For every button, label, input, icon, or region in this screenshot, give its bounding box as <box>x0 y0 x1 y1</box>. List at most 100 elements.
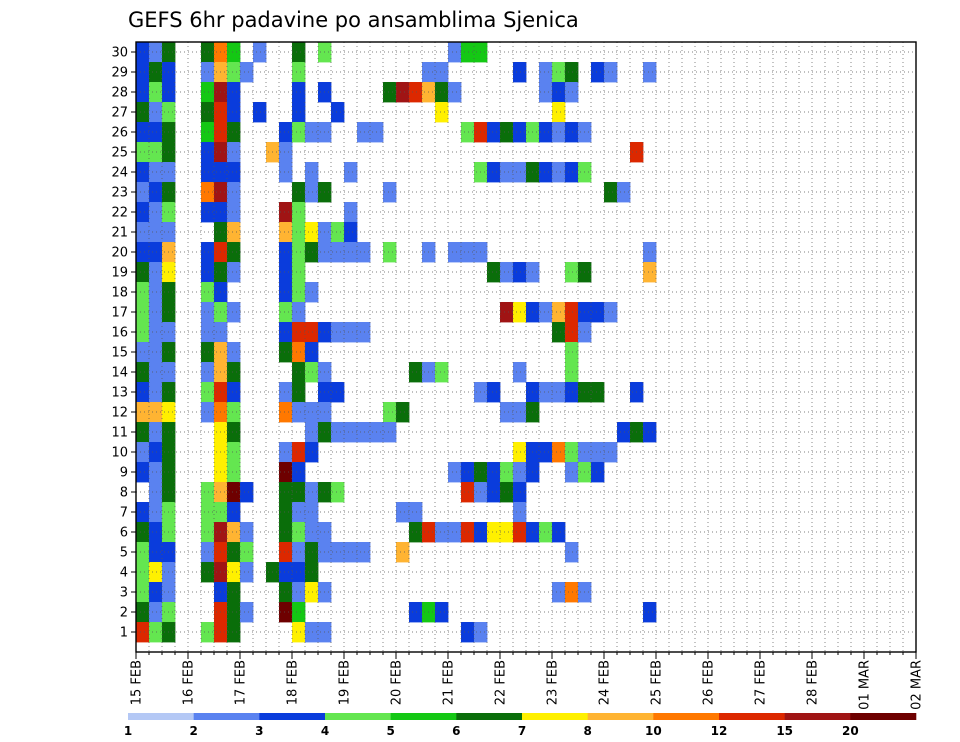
heatmap-cell <box>305 282 319 303</box>
heatmap-cell <box>201 142 215 163</box>
heatmap-cell <box>201 102 215 123</box>
heatmap-cell <box>539 302 553 323</box>
heatmap-cell <box>565 322 579 343</box>
heatmap-cell <box>279 522 293 543</box>
heatmap-cell <box>591 462 605 483</box>
heatmap-cell <box>461 482 475 503</box>
y-tick-label: 11 <box>111 426 128 441</box>
heatmap-cell <box>227 242 241 263</box>
heatmap-cell <box>565 122 579 143</box>
heatmap-cell <box>292 342 306 363</box>
heatmap-cell <box>149 142 163 163</box>
heatmap-cell <box>279 602 293 623</box>
heatmap-cell <box>565 462 579 483</box>
legend-label: 7 <box>518 724 526 738</box>
heatmap-cell <box>279 402 293 423</box>
heatmap-cell <box>201 122 215 143</box>
heatmap-cell <box>565 542 579 563</box>
legend-label: 6 <box>452 724 460 738</box>
heatmap-cell <box>409 82 423 103</box>
y-tick-label: 18 <box>111 286 128 301</box>
heatmap-cell <box>539 162 553 183</box>
heatmap-cell <box>513 162 527 183</box>
heatmap-cell <box>305 242 319 263</box>
heatmap-cell <box>435 522 449 543</box>
heatmap-cell <box>643 62 657 83</box>
y-tick-label: 7 <box>120 506 128 521</box>
y-tick-label: 29 <box>111 66 128 81</box>
heatmap-cell <box>292 42 306 63</box>
heatmap-cell <box>500 302 514 323</box>
y-tick-label: 17 <box>111 306 128 321</box>
heatmap-cell <box>552 442 566 463</box>
x-tick-label: 27 FEB <box>754 660 769 705</box>
heatmap-cell <box>279 222 293 243</box>
heatmap-cell <box>227 142 241 163</box>
y-tick-label: 20 <box>111 246 128 261</box>
heatmap-cell <box>435 102 449 123</box>
heatmap-cell <box>136 382 150 403</box>
x-tick-label: 02 MAR <box>910 660 925 710</box>
heatmap-cell <box>461 622 475 643</box>
heatmap-cell <box>513 122 527 143</box>
y-tick-label: 19 <box>111 266 128 281</box>
heatmap-cell <box>383 242 397 263</box>
heatmap-cell <box>409 522 423 543</box>
legend-swatch <box>850 713 917 720</box>
heatmap-cell <box>643 422 657 443</box>
heatmap-cell <box>487 262 501 283</box>
heatmap-cell <box>227 602 241 623</box>
heatmap-cell <box>461 522 475 543</box>
legend-label: 15 <box>776 724 793 738</box>
heatmap-cell <box>279 262 293 283</box>
heatmap-cell <box>149 462 163 483</box>
heatmap-cell <box>240 522 254 543</box>
heatmap-cell <box>643 242 657 263</box>
heatmap-cell <box>500 462 514 483</box>
legend-label: 4 <box>321 724 329 738</box>
heatmap-cell <box>136 82 150 103</box>
heatmap-cell <box>136 622 150 643</box>
heatmap-cell <box>487 482 501 503</box>
legend-swatch <box>456 713 523 720</box>
heatmap-cell <box>552 162 566 183</box>
heatmap-cell <box>305 162 319 183</box>
y-tick-label: 30 <box>111 46 128 61</box>
heatmap-cell <box>227 402 241 423</box>
y-tick-label: 12 <box>111 406 128 421</box>
heatmap-cell <box>292 582 306 603</box>
heatmap-cell <box>539 82 553 103</box>
heatmap-cell <box>331 322 345 343</box>
heatmap-cell <box>136 462 150 483</box>
heatmap-cell <box>292 482 306 503</box>
heatmap-cell <box>487 522 501 543</box>
heatmap-cell <box>201 162 215 183</box>
y-tick-label: 10 <box>111 446 128 461</box>
heatmap-cell <box>344 322 358 343</box>
heatmap-cell <box>357 242 371 263</box>
heatmap-cell <box>383 402 397 423</box>
heatmap-cell <box>279 502 293 523</box>
heatmap-cell <box>149 162 163 183</box>
x-tick-label: 18 FEB <box>286 660 301 705</box>
heatmap-cell <box>292 102 306 123</box>
heatmap-cell <box>305 482 319 503</box>
heatmap-cell <box>279 562 293 583</box>
heatmap-cell <box>617 422 631 443</box>
heatmap-cell <box>565 302 579 323</box>
legend-swatch <box>587 713 654 720</box>
heatmap-cell <box>513 62 527 83</box>
heatmap-cell <box>591 382 605 403</box>
heatmap-cell <box>448 462 462 483</box>
heatmap-cell <box>344 422 358 443</box>
y-axis: 1234567891011121314151617181920212223242… <box>111 46 136 641</box>
heatmap-cell <box>240 562 254 583</box>
heatmap-cell <box>552 122 566 143</box>
y-tick-label: 9 <box>120 466 128 481</box>
heatmap-cell <box>565 262 579 283</box>
heatmap-cell <box>292 462 306 483</box>
heatmap-cell <box>136 442 150 463</box>
heatmap-cell <box>292 542 306 563</box>
heatmap-cell <box>136 542 150 563</box>
heatmap-cell <box>565 342 579 363</box>
